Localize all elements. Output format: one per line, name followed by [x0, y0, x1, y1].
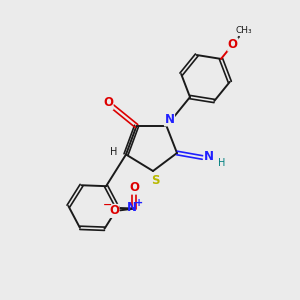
Text: CH₃: CH₃	[236, 26, 252, 35]
Text: N: N	[204, 150, 214, 164]
Text: S: S	[151, 173, 160, 187]
Text: O: O	[109, 204, 119, 218]
Text: N: N	[164, 113, 175, 126]
Text: −: −	[102, 200, 112, 210]
Text: O: O	[228, 38, 238, 51]
Text: N: N	[127, 201, 137, 214]
Text: O: O	[129, 181, 139, 194]
Text: H: H	[218, 158, 226, 169]
Text: H: H	[110, 146, 117, 157]
Text: +: +	[135, 198, 143, 208]
Text: O: O	[103, 96, 113, 110]
